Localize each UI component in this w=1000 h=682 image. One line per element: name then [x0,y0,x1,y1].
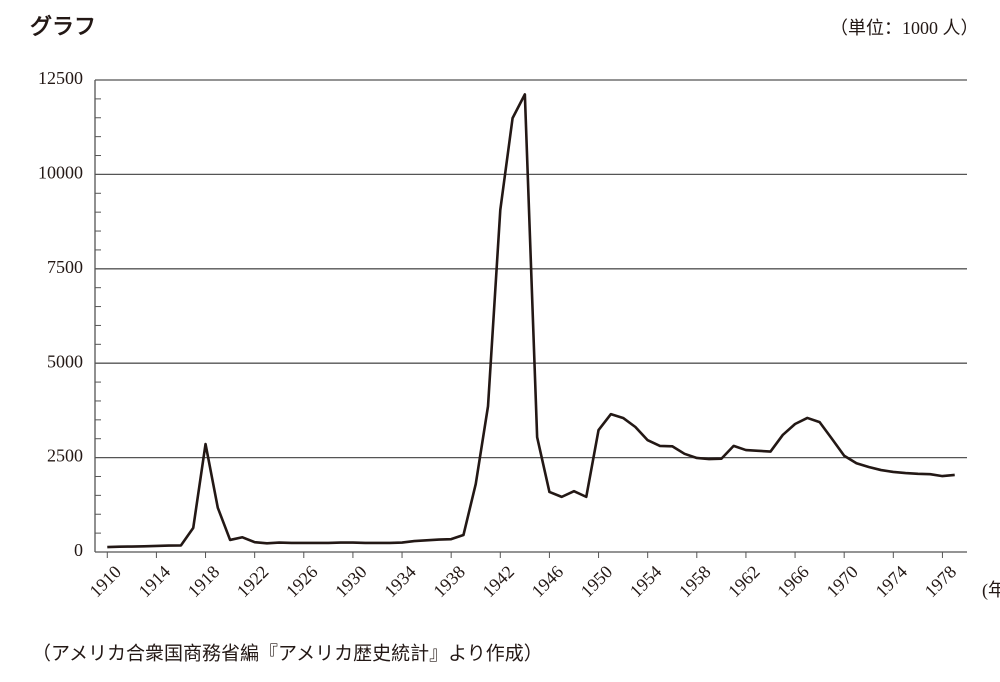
x-tick-label: 1970 [822,562,862,602]
source-note: （アメリカ合衆国商務省編『アメリカ歴史統計』より作成） [32,643,543,665]
x-tick-label: 1918 [184,562,224,602]
x-tick-label: 1942 [478,562,518,602]
y-tick-label: 7500 [47,257,83,277]
x-tick-label: 1926 [282,562,322,602]
x-tick-label: 1978 [921,562,961,602]
unit-label: （単位：1000 人） [830,18,979,38]
y-tick-label: 12500 [38,68,83,88]
x-tick-label: 1930 [331,562,371,602]
y-tick-label: 10000 [38,163,83,183]
y-tick-label: 0 [74,540,83,560]
x-tick-label: 1950 [577,562,617,602]
x-unit-label: (年) [982,580,1000,601]
x-tick-label: 1958 [675,562,715,602]
y-tick-label: 5000 [47,351,83,371]
y-tick-label: 2500 [47,446,83,466]
x-tick-label: 1966 [773,562,813,602]
x-tick-label: 1910 [85,562,125,602]
x-tick-label: 1914 [135,562,175,602]
x-tick-label: 1946 [528,562,568,602]
x-tick-label: 1974 [871,562,911,602]
data-line [107,93,955,549]
chart-title: グラフ [30,14,96,40]
x-tick-label: 1938 [429,562,469,602]
x-tick-label: 1922 [233,562,273,602]
x-tick-label: 1954 [626,562,666,602]
x-tick-label: 1962 [724,562,764,602]
x-tick-label: 1934 [380,562,420,602]
